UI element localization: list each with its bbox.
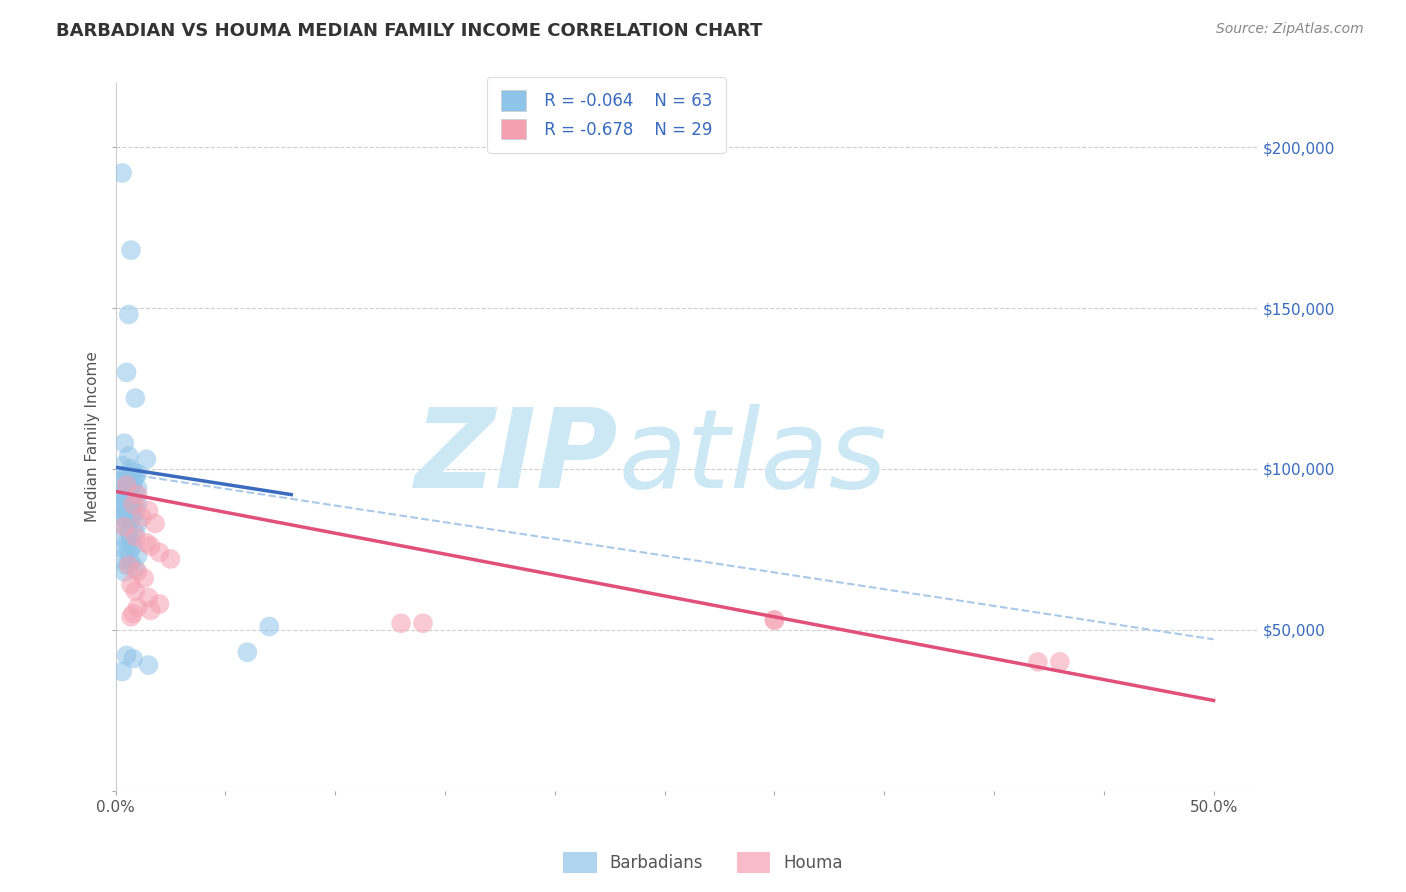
Point: [120, 489, 142, 503]
Point: [127, 516, 149, 531]
Text: atlas: atlas: [619, 404, 887, 511]
Text: BARBADIAN VS HOUMA MEDIAN FAMILY INCOME CORRELATION CHART: BARBADIAN VS HOUMA MEDIAN FAMILY INCOME …: [56, 22, 762, 40]
Text: ZIP: ZIP: [415, 404, 619, 511]
Point: [1049, 655, 1071, 669]
Point: [138, 591, 160, 605]
Point: [120, 243, 142, 257]
Point: [127, 549, 149, 563]
Point: [111, 665, 134, 679]
Point: [143, 516, 166, 531]
Text: Source: ZipAtlas.com: Source: ZipAtlas.com: [1216, 22, 1364, 37]
Point: [122, 651, 145, 665]
Point: [118, 495, 141, 509]
Point: [111, 458, 134, 473]
Point: [111, 476, 134, 491]
Point: [159, 552, 181, 566]
Point: [112, 520, 135, 534]
Point: [124, 391, 146, 405]
Point: [120, 610, 142, 624]
Point: [138, 504, 160, 518]
Point: [118, 558, 141, 573]
Point: [122, 539, 145, 553]
Point: [122, 508, 145, 523]
Point: [127, 565, 149, 579]
Point: [120, 478, 142, 492]
Point: [118, 523, 141, 537]
Point: [112, 436, 135, 450]
Point: [118, 545, 141, 559]
Point: [127, 467, 149, 481]
Point: [112, 471, 135, 485]
Point: [131, 510, 153, 524]
Point: [115, 478, 138, 492]
Point: [134, 571, 156, 585]
Point: [148, 597, 170, 611]
Point: [115, 513, 138, 527]
Point: [115, 502, 138, 516]
Point: [111, 510, 134, 524]
Point: [111, 487, 134, 501]
Point: [1026, 655, 1049, 669]
Point: [120, 462, 142, 476]
Point: [122, 492, 145, 507]
Point: [389, 616, 412, 631]
Point: [135, 536, 157, 550]
Point: [115, 479, 138, 493]
Point: [118, 308, 141, 322]
Point: [111, 499, 134, 513]
Point: [112, 565, 135, 579]
Point: [122, 497, 145, 511]
Point: [122, 607, 145, 621]
Point: [112, 494, 135, 508]
Point: [118, 449, 141, 463]
Point: [259, 619, 281, 633]
Point: [112, 505, 135, 519]
Point: [127, 600, 149, 615]
Legend: Barbadians, Houma: Barbadians, Houma: [557, 846, 849, 880]
Point: [127, 481, 149, 495]
Legend:  R = -0.064    N = 63,  R = -0.678    N = 29: R = -0.064 N = 63, R = -0.678 N = 29: [488, 77, 725, 153]
Point: [115, 536, 138, 550]
Point: [122, 475, 145, 489]
Point: [120, 533, 142, 547]
Point: [124, 526, 146, 541]
Y-axis label: Median Family Income: Median Family Income: [86, 351, 100, 522]
Point: [118, 473, 141, 487]
Point: [111, 552, 134, 566]
Point: [763, 613, 786, 627]
Point: [120, 555, 142, 569]
Point: [148, 545, 170, 559]
Point: [112, 483, 135, 497]
Point: [236, 645, 259, 659]
Point: [120, 512, 142, 526]
Point: [124, 529, 146, 543]
Point: [124, 584, 146, 599]
Point: [124, 486, 146, 500]
Point: [122, 465, 145, 479]
Point: [124, 470, 146, 484]
Point: [120, 577, 142, 591]
Point: [115, 365, 138, 379]
Point: [127, 487, 149, 501]
Point: [118, 484, 141, 499]
Point: [112, 520, 135, 534]
Point: [139, 539, 162, 553]
Point: [139, 603, 162, 617]
Point: [135, 452, 157, 467]
Point: [127, 497, 149, 511]
Point: [124, 504, 146, 518]
Point: [115, 558, 138, 573]
Point: [763, 613, 786, 627]
Point: [112, 542, 135, 557]
Point: [138, 658, 160, 673]
Point: [111, 529, 134, 543]
Point: [115, 491, 138, 505]
Point: [412, 616, 434, 631]
Point: [115, 468, 138, 483]
Point: [118, 507, 141, 521]
Point: [115, 648, 138, 663]
Point: [124, 561, 146, 575]
Point: [120, 500, 142, 515]
Point: [111, 166, 134, 180]
